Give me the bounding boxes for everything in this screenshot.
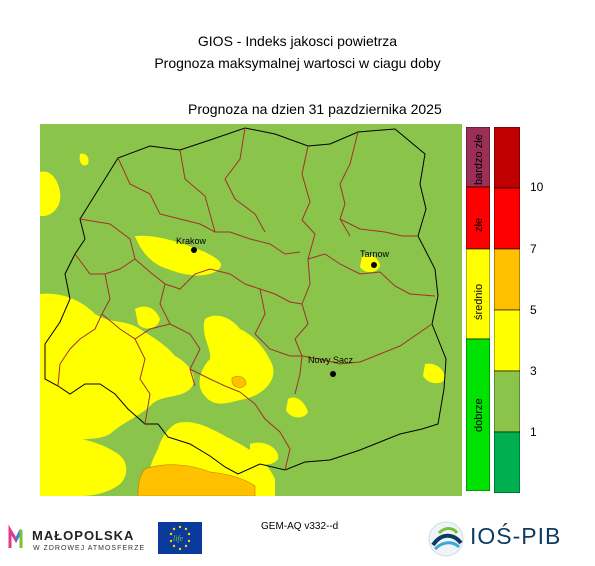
city-label: Tarnow — [360, 249, 390, 259]
model-version: GEM-AQ v332--d — [261, 521, 339, 532]
ios-pib-logo-icon — [428, 521, 464, 557]
scale-band-3 — [494, 248, 520, 311]
legend-label-srednio: średnio — [473, 284, 485, 320]
legend-label-dobrze: dobrze — [473, 398, 485, 432]
scale-tick-10: 10 — [530, 180, 544, 194]
malopolska-logo — [8, 524, 23, 548]
page-subtitle: Prognoza maksymalnej wartosci w ciagu do… — [154, 55, 441, 71]
scale-band-4 — [494, 309, 520, 372]
scale-tick-3: 3 — [530, 364, 537, 378]
city-marker-nowy-sacz: Nowy Sacz — [308, 355, 354, 377]
page-title: GIOS - Indeks jakosci powietrza — [197, 33, 398, 49]
county-borders — [57, 127, 436, 471]
forecast-date: Prognoza na dzien 31 pazdziernika 2025 — [188, 101, 442, 117]
city-dot — [330, 371, 336, 377]
legend-label-bardzo-zle: bardzo złe — [473, 134, 485, 185]
forecast-map: Krakow Tarnow Nowy Sacz — [40, 124, 462, 496]
legend-bardzo-zle — [466, 127, 490, 188]
scale-band-6 — [494, 431, 520, 493]
scale-tick-7: 7 — [530, 242, 537, 256]
sufficient-areas — [137, 375, 256, 496]
index-color-scale — [494, 127, 520, 493]
city-marker-krakow: Krakow — [176, 236, 207, 253]
ios-pib-wordmark: IOŚ-PIB — [470, 523, 562, 549]
eu-life-text: life — [173, 534, 184, 543]
province-border — [44, 127, 447, 475]
city-marker-tarnow: Tarnow — [360, 249, 390, 268]
city-dot — [191, 247, 197, 253]
malopolska-tagline: W ZDROWEJ ATMOSFERZE — [33, 545, 146, 552]
legend-label-zle: złe — [473, 218, 485, 232]
scale-band-1 — [494, 127, 520, 189]
scale-band-2 — [494, 187, 520, 250]
malopolska-wordmark: MAŁOPOLSKA — [32, 528, 135, 543]
category-legend: bardzo złe złe średnio dobrze — [466, 127, 490, 491]
scale-tick-5: 5 — [530, 303, 537, 317]
city-dot — [371, 262, 377, 268]
city-label: Nowy Sacz — [308, 355, 354, 365]
city-label: Krakow — [176, 236, 207, 246]
map-background — [40, 124, 462, 496]
legend-zle — [466, 186, 490, 250]
scale-tick-1: 1 — [530, 425, 537, 439]
scale-band-5 — [494, 370, 520, 433]
eu-life-logo: life — [158, 522, 202, 554]
legend-dobrze — [466, 338, 490, 491]
